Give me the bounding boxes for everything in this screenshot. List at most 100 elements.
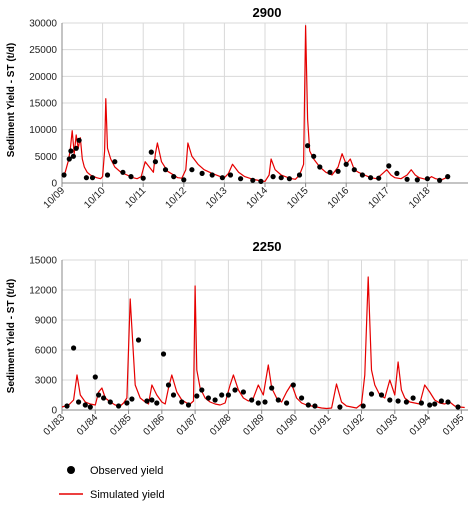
x-tick-labels: 01/83 01/84 01/85 01/86 01/87 01/88 01/89 01/90… — [42, 412, 467, 438]
observed-yield-point — [317, 164, 323, 170]
legend-simulated-label: Simulated yield — [90, 489, 165, 501]
x-tick-label: 01/92 — [341, 412, 367, 438]
observed-yield-point — [128, 174, 134, 180]
observed-yield-point — [378, 392, 385, 398]
y-tick-label: 0 — [51, 179, 57, 190]
y-tick-label: 0 — [51, 406, 57, 417]
observed-yield-point — [395, 398, 401, 404]
y-tick-label: 20000 — [29, 72, 57, 83]
y-tick-label: 9000 — [35, 316, 58, 327]
y-tick-label: 15000 — [29, 256, 57, 267]
observed-yield-point — [160, 351, 167, 357]
x-tick-label: 01/87 — [175, 412, 201, 438]
observed-yield-point — [89, 175, 96, 181]
observed-yield-point — [275, 397, 281, 403]
observed-yield-point — [250, 177, 256, 183]
observed-yield-point — [152, 159, 158, 165]
observed-yield-point — [290, 382, 296, 388]
observed-yield-point — [262, 399, 268, 405]
observed-yield-point — [240, 389, 246, 395]
observed-yield-point — [255, 400, 261, 406]
observed-yield-point — [368, 391, 375, 397]
x-tick-label: 01/89 — [241, 412, 267, 438]
observed-yield-point — [414, 177, 420, 183]
observed-yield-point — [376, 175, 382, 181]
observed-yield-point — [199, 170, 205, 176]
legend: Observed yield Simulated yield — [59, 465, 165, 501]
observed-yield-point — [227, 172, 234, 178]
observed-yield-point — [299, 395, 305, 401]
observed-yield-point — [351, 167, 357, 173]
observed-yield-point — [437, 177, 443, 183]
observed-yield-point — [189, 167, 195, 173]
observed-yield-point — [232, 387, 238, 393]
observed-yield-point — [162, 167, 169, 173]
observed-yield-point — [61, 172, 67, 178]
y-axis-label: Sediment Yield - ST (t/d) — [6, 279, 17, 393]
x-tick-label: 01/93 — [374, 412, 400, 438]
x-tick-label: 01/90 — [275, 412, 301, 438]
observed-yield-point — [64, 403, 70, 409]
x-tick-label: 01/86 — [141, 412, 167, 438]
observed-yield-point — [107, 399, 113, 405]
observed-yield-point — [403, 399, 409, 405]
observed-yield-point — [311, 153, 317, 159]
observed-yield-point — [70, 153, 76, 159]
observed-yield-point — [335, 168, 341, 174]
observed-yield-point — [71, 345, 77, 351]
axes — [61, 23, 468, 187]
observed-yield-point — [258, 178, 264, 184]
y-tick-label: 10000 — [29, 125, 57, 136]
observed-yield-point — [305, 143, 311, 149]
observed-yield-point — [387, 397, 393, 403]
observed-yield-point — [73, 145, 79, 151]
observed-yield-point — [337, 404, 343, 410]
y-tick-label: 6000 — [35, 346, 58, 357]
observed-yield-point — [199, 387, 205, 393]
observed-yield-point — [418, 400, 424, 406]
observed-yield-point — [205, 395, 211, 401]
observed-yield-point — [455, 404, 461, 410]
observed-yield-point — [368, 175, 374, 181]
observed-yield-point — [249, 397, 255, 403]
y-tick-label: 12000 — [29, 286, 57, 297]
x-tick-label: 10/10 — [82, 185, 108, 211]
observed-yield-point — [124, 400, 130, 406]
observed-yield-point — [404, 176, 410, 182]
observed-yield-point — [171, 174, 177, 180]
x-tick-label: 10/14 — [245, 185, 271, 211]
observed-yield-point — [82, 402, 88, 408]
observed-yield-point — [149, 397, 155, 403]
observed-yield-point — [410, 395, 416, 401]
series-layer — [61, 276, 465, 410]
x-tick-label: 01/84 — [75, 412, 101, 438]
observed-yield-point — [305, 402, 311, 408]
observed-yield-point — [92, 374, 98, 380]
observed-yield-point — [394, 170, 400, 176]
observed-yield-point — [140, 175, 146, 181]
x-tick-label: 01/94 — [408, 412, 434, 438]
observed-yield-point — [209, 172, 215, 178]
observed-yield-point — [327, 169, 333, 175]
y-tick-label: 30000 — [29, 19, 57, 30]
observed-yield-point — [165, 382, 172, 388]
observed-yield-point — [360, 403, 366, 409]
observed-yield-point — [269, 385, 275, 391]
observed-yield-point — [181, 177, 187, 183]
observed-yield-point — [120, 169, 126, 175]
observed-yield-point — [112, 159, 118, 165]
simulated-yield-line — [61, 276, 465, 410]
observed-yield-point — [427, 402, 433, 408]
x-tick-label: 10/11 — [123, 185, 148, 210]
observed-yield-point — [68, 148, 74, 154]
x-tick-label: 01/91 — [308, 412, 334, 438]
x-tick-label: 01/95 — [441, 412, 467, 438]
chart-2250: 2250 Sediment Yield - ST (t/d) 0 3000 6000… — [6, 239, 468, 438]
observed-yield-point — [445, 174, 451, 180]
observed-yield-point — [424, 176, 430, 182]
series-layer — [61, 25, 451, 184]
y-tick-label: 25000 — [29, 45, 57, 56]
x-tick-label: 10/17 — [366, 185, 392, 211]
observed-yield-point — [96, 392, 102, 398]
